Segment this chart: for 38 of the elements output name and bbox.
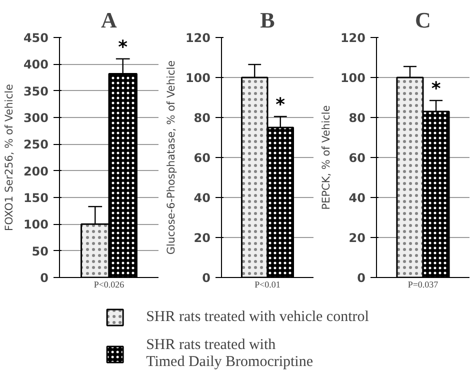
y-tick-label: 100 [340,71,366,85]
y-tick-label: 100 [23,218,49,232]
annotation: * [118,36,128,58]
y-axis-title: FOXO1 Ser256, % of Vehicle [3,84,16,231]
y-tick-label: 200 [23,164,49,178]
text: P<0.01 [254,280,280,290]
y-tick-label: 0 [40,271,49,285]
y-tick-label: 400 [23,58,49,72]
y-tick-label: 350 [23,84,49,98]
y-tick-label: 0 [202,271,211,285]
y-axis-title: PEPCK, % of Vehicle [320,105,332,210]
y-axis-title: Glucose-6-Phosphatase, % of Vehicle [165,60,178,255]
y-tick-label: 60 [194,151,211,165]
y-tick-label: 0 [357,271,366,285]
y-tick-label: 80 [348,111,366,125]
y-tick-label: 120 [185,31,211,45]
y-tick-label: 100 [185,71,211,85]
chart-title: A [101,8,118,32]
chart-title: B [260,8,276,32]
y-tick-label: 40 [194,191,211,205]
text: P=0.037 [408,280,439,290]
annotation: * [276,94,286,116]
y-tick-label: 450 [23,31,49,45]
y-tick-label: 250 [23,138,49,152]
y-tick-label: 150 [23,191,49,205]
y-tick-label: 80 [194,111,211,125]
legend-label: SHR rats treated with vehicle control [146,308,369,326]
legend-label: SHR rats treated with Timed Daily Bromocriptine [146,337,314,371]
annotation: * [431,78,442,100]
y-tick-label: 20 [348,231,366,245]
y-tick-label: 20 [194,231,211,245]
y-tick-label: 300 [23,111,49,125]
text: P<0.026 [94,280,125,290]
y-tick-label: 60 [348,151,366,165]
y-tick-label: 50 [32,244,49,258]
chart-title: C [415,8,431,32]
y-tick-label: 40 [348,191,366,205]
y-tick-label: 120 [340,31,366,45]
